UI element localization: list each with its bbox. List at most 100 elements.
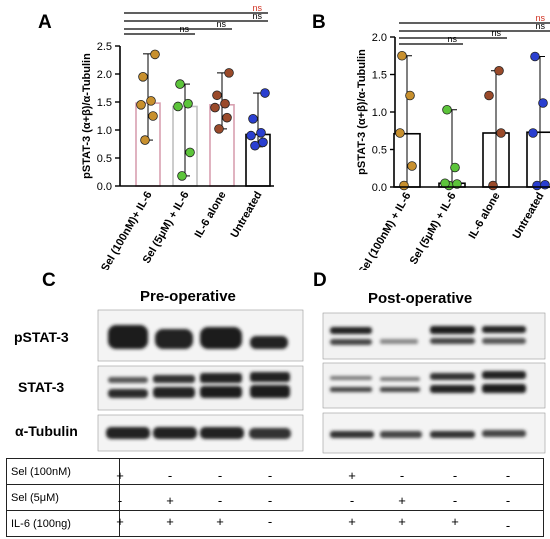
data-point — [146, 96, 156, 106]
condition-mark: - — [217, 493, 223, 508]
condition-mark: - — [217, 468, 223, 483]
y-tick-label: 1.0 — [372, 107, 387, 119]
condition-mark: - — [267, 493, 273, 508]
panel-letter-d: D — [313, 270, 327, 291]
data-point — [185, 147, 195, 158]
condition-mark: + — [348, 514, 356, 529]
y-tick-label: 1.5 — [372, 70, 387, 82]
category-label: Untreated — [229, 190, 265, 240]
condition-mark: - — [505, 468, 511, 483]
y-axis-label: pSTAT-3 (α+β)/α-Tubulin — [356, 49, 368, 175]
category-label: Untreated — [511, 191, 547, 241]
data-point — [214, 124, 224, 134]
data-point — [395, 128, 405, 138]
data-point — [246, 130, 256, 141]
y-axis-label: pSTAT-3 (α+β)/α-Tubulin — [81, 53, 93, 179]
pre-tubulin-bands — [106, 427, 291, 439]
significance-label: ns — [535, 21, 545, 31]
condition-mark: + — [348, 468, 356, 483]
y-tick-label: 0.0 — [97, 181, 112, 193]
conditions-cells — [119, 484, 544, 511]
data-point — [407, 161, 417, 171]
condition-mark: - — [349, 493, 355, 508]
category-label: IL-6 alone — [467, 191, 503, 241]
data-point — [212, 90, 222, 101]
condition-mark: + — [166, 493, 174, 508]
post-stat3-bands — [330, 371, 526, 393]
data-point — [496, 128, 506, 138]
pre-operative-title: Pre-operative — [140, 288, 236, 305]
condition-mark: + — [116, 468, 124, 483]
post-tubulin-bands — [330, 430, 526, 438]
y-tick-label: 2.0 — [97, 69, 112, 81]
conditions-table: Sel (100nM) Sel (5μM) IL-6 (100ng) — [6, 458, 544, 537]
data-point — [222, 112, 232, 123]
panel-letter-c: C — [42, 270, 56, 291]
condition-mark: - — [505, 493, 511, 508]
conditions-row-il6: IL-6 (100ng) — [6, 510, 544, 537]
condition-mark: + — [451, 514, 459, 529]
condition-mark: + — [166, 514, 174, 529]
panel-letter-a: A — [38, 12, 52, 33]
data-point — [488, 180, 498, 191]
condition-mark: + — [116, 514, 124, 529]
condition-mark: + — [398, 514, 406, 529]
condition-mark: - — [267, 468, 273, 483]
data-point — [210, 102, 220, 113]
panel-letter-b: B — [312, 12, 326, 33]
y-tick-label: 0.0 — [372, 182, 387, 194]
conditions-row-sel100: Sel (100nM) — [6, 458, 544, 485]
data-point — [177, 171, 187, 181]
data-point — [258, 137, 268, 148]
condition-mark: + — [216, 514, 224, 529]
post-pstat3-frame — [322, 312, 546, 360]
blot-label-stat3: STAT-3 — [18, 379, 65, 395]
data-point — [484, 90, 494, 101]
category-label: IL-6 alone — [193, 190, 229, 240]
category-label: Sel (100nM) + IL-6 — [357, 191, 414, 271]
blot-label-pstat3: pSTAT-3 — [14, 329, 69, 345]
data-point — [532, 180, 542, 191]
conditions-cells — [119, 510, 544, 537]
condition-mark: - — [452, 493, 458, 508]
data-point — [538, 98, 548, 108]
y-tick-label: 1.0 — [97, 125, 112, 137]
data-point — [397, 50, 407, 61]
post-operative-title: Post-operative — [368, 290, 473, 307]
data-point — [442, 104, 452, 115]
data-point — [540, 179, 550, 190]
data-point — [183, 98, 193, 109]
significance-label: ns — [252, 11, 262, 21]
conditions-row-label: Sel (5μM) — [6, 484, 120, 511]
data-point — [450, 162, 460, 173]
data-point — [528, 128, 538, 138]
bar — [526, 131, 550, 188]
chart-a: 0.0 0.5 1.0 1.5 2.0 2.5 pSTAT-3 (α+β)/α-Tubuli… — [81, 3, 274, 270]
significance-label: ns — [252, 3, 262, 13]
data-point — [220, 98, 230, 109]
y-tick-label: 0.5 — [97, 153, 112, 165]
data-point — [140, 135, 150, 145]
data-point — [173, 101, 183, 112]
conditions-cells — [119, 458, 544, 485]
condition-mark: - — [399, 468, 405, 483]
y-tick-label: 0.5 — [372, 145, 387, 157]
conditions-row-label: IL-6 (100ng) — [6, 510, 120, 537]
conditions-row-sel5: Sel (5μM) — [6, 484, 544, 511]
significance-label: ns — [491, 28, 501, 38]
category-label: Sel (5μM) + IL-6 — [408, 191, 459, 267]
data-point — [250, 140, 260, 151]
western-blot-images — [97, 309, 546, 454]
data-point — [150, 49, 160, 60]
data-point — [494, 65, 504, 76]
y-tick-label: 1.5 — [97, 97, 112, 109]
data-point — [224, 68, 234, 78]
pre-stat3-bands — [108, 372, 290, 398]
data-point — [248, 114, 258, 124]
y-tick-label: 2.5 — [97, 41, 112, 53]
conditions-row-label: Sel (100nM) — [6, 458, 120, 485]
condition-mark: - — [505, 518, 511, 533]
data-point — [399, 180, 409, 191]
significance-label: ns — [216, 19, 226, 29]
significance-label: ns — [447, 34, 457, 44]
